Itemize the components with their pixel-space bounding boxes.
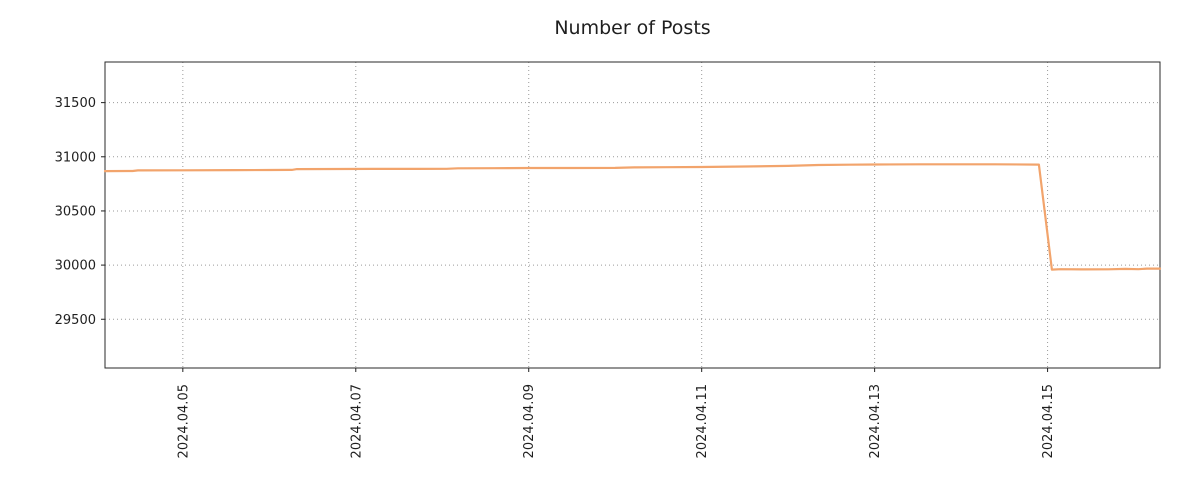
posts-line-series bbox=[103, 163, 1162, 271]
x-tick-label: 2024.04.07 bbox=[349, 384, 364, 458]
plot-border bbox=[104, 61, 1161, 369]
chart-title: Number of Posts bbox=[554, 17, 711, 39]
y-tick-label: 31500 bbox=[55, 96, 96, 111]
x-tick-label: 2024.04.13 bbox=[868, 384, 883, 458]
x-tick-label: 2024.04.09 bbox=[522, 384, 537, 458]
x-tick-label: 2024.04.11 bbox=[695, 384, 710, 458]
y-tick-label: 30000 bbox=[55, 259, 96, 274]
x-tick-label: 2024.04.15 bbox=[1041, 384, 1056, 458]
x-tick-label: 2024.04.05 bbox=[176, 384, 191, 458]
y-tick-label: 31000 bbox=[55, 150, 96, 165]
y-tick-label: 30500 bbox=[55, 204, 96, 219]
y-tick-label: 29500 bbox=[55, 313, 96, 328]
